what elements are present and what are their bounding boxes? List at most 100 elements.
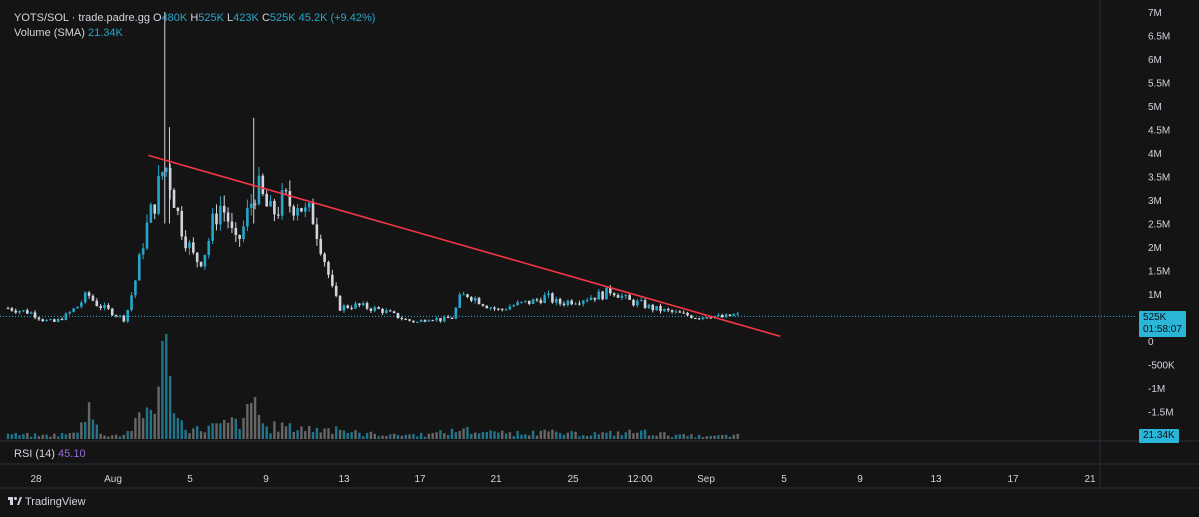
- candle-body: [118, 315, 122, 317]
- tradingview-brand[interactable]: TradingView: [8, 496, 86, 508]
- volume-bar: [713, 435, 716, 439]
- volume-bar: [435, 432, 438, 439]
- volume-bar: [253, 397, 257, 439]
- candle-body: [276, 214, 280, 216]
- volume-bar: [462, 428, 465, 439]
- volume-bar: [497, 432, 500, 439]
- volume-value: 21.34K: [87, 27, 123, 39]
- volume-bar: [223, 419, 226, 439]
- candle-body: [346, 305, 350, 308]
- candle-body: [458, 294, 462, 308]
- candle-body: [620, 295, 624, 298]
- y-tick-label: -1.5M: [1148, 408, 1174, 419]
- volume-bar: [215, 423, 218, 439]
- candle-body: [242, 226, 245, 239]
- candle-body: [543, 295, 546, 304]
- volume-bar: [141, 418, 145, 439]
- y-tick-label: 4M: [1148, 149, 1162, 160]
- volume-bar: [84, 422, 87, 439]
- volume-bar: [311, 431, 315, 439]
- volume-bar: [145, 407, 149, 439]
- volume-bar: [582, 435, 585, 439]
- candle-body: [137, 254, 141, 281]
- candle-body: [172, 189, 176, 208]
- volume-bar: [18, 435, 21, 439]
- volume-bar: [192, 428, 195, 439]
- candle-body: [33, 312, 37, 318]
- symbol-header[interactable]: YOTS/SOL · trade.padre.gg O480K H525K L4…: [14, 12, 376, 24]
- candle-body: [207, 240, 211, 255]
- volume-bar: [242, 418, 245, 439]
- volume-bar: [6, 433, 10, 439]
- volume-bar: [589, 435, 593, 439]
- volume-bar: [539, 430, 543, 439]
- rsi-value: 45.10: [58, 448, 86, 460]
- volume-bar: [470, 433, 473, 439]
- last-price-badge: 525K 01:58:07: [1139, 311, 1186, 337]
- change-value: 45.2K (+9.42%): [298, 12, 376, 24]
- candle-body: [199, 261, 203, 267]
- volume-bar: [473, 432, 477, 439]
- candle-body: [597, 291, 601, 300]
- volume-bar: [161, 340, 164, 439]
- volume-bar: [118, 436, 122, 439]
- volume-bar: [466, 426, 469, 439]
- candle-body: [296, 208, 299, 216]
- candle-body: [103, 305, 106, 308]
- candle-body: [670, 310, 674, 312]
- candle-body: [724, 314, 728, 318]
- volume-bar: [280, 422, 284, 439]
- volume-bar: [76, 432, 79, 439]
- candle-body: [473, 297, 477, 301]
- volume-bar: [570, 431, 573, 439]
- candle-body: [238, 235, 241, 239]
- volume-bar: [535, 435, 539, 439]
- volume-bar: [111, 435, 114, 439]
- volume-bar: [620, 435, 624, 439]
- candle-body: [18, 311, 21, 313]
- volume-bar: [701, 437, 705, 439]
- volume-bar: [543, 429, 546, 439]
- volume-bar: [597, 434, 600, 439]
- volume-bar: [381, 435, 384, 439]
- volume-bar: [566, 432, 570, 439]
- candle-body: [327, 262, 330, 275]
- rsi-indicator-header[interactable]: RSI (14) 45.10: [14, 448, 86, 460]
- candle-body: [493, 307, 496, 309]
- y-tick-label: -1M: [1148, 384, 1165, 395]
- volume-bar: [334, 426, 338, 439]
- candle-body: [609, 287, 612, 294]
- candle-body: [558, 298, 562, 304]
- volume-bar: [493, 431, 496, 439]
- candle-body: [388, 310, 392, 312]
- volume-bar: [29, 436, 33, 439]
- candle-body: [87, 292, 91, 296]
- volume-bar: [501, 430, 504, 439]
- volume-bar: [632, 433, 635, 439]
- candle-body: [280, 190, 284, 216]
- volume-indicator-header[interactable]: Volume (SMA) 21.34K: [14, 27, 123, 39]
- candle-body: [674, 311, 678, 313]
- volume-bar: [659, 432, 662, 439]
- y-tick-label: 7M: [1148, 8, 1162, 19]
- volume-bar: [392, 433, 396, 439]
- volume-bar: [56, 436, 60, 439]
- volume-bar: [107, 436, 110, 439]
- volume-bar: [362, 436, 365, 439]
- candle-body: [442, 316, 446, 322]
- volume-badge: 21.34K: [1139, 429, 1179, 443]
- candle-body: [215, 213, 218, 225]
- volume-bar: [195, 426, 199, 439]
- volume-bar: [203, 432, 207, 439]
- y-tick-label: 1M: [1148, 290, 1162, 301]
- volume-bar: [431, 433, 434, 439]
- volume-bar: [416, 436, 419, 439]
- candle-body: [261, 175, 265, 195]
- candle-body: [361, 303, 365, 306]
- volume-bar: [138, 412, 141, 439]
- candle-body: [612, 293, 616, 296]
- volume-bar: [389, 434, 392, 439]
- candle-body: [226, 212, 230, 222]
- y-tick-label: 6M: [1148, 55, 1162, 66]
